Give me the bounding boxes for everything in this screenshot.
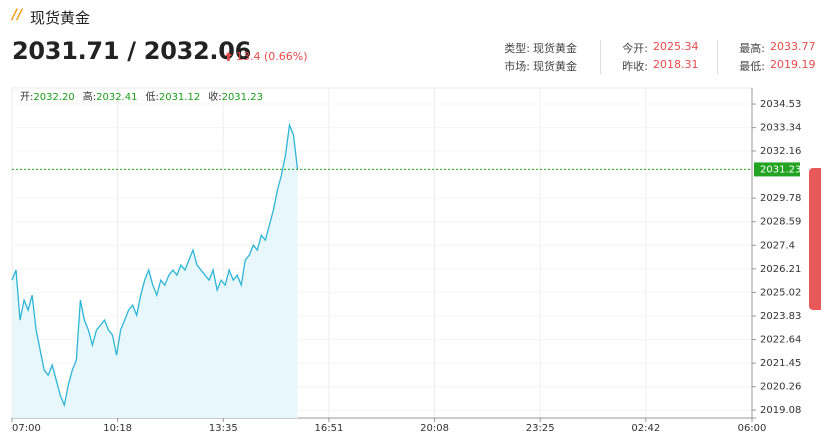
y-tick-label: 2027.4: [760, 240, 795, 251]
price: 2031.71 / 2032.06: [12, 37, 252, 65]
last-price-box: [754, 162, 800, 177]
separator: [600, 40, 601, 74]
ohlc-label: 低:: [145, 90, 158, 103]
ohlc-value: 2032.41: [96, 92, 137, 103]
info-value: 2025.34: [653, 40, 699, 53]
x-tick-label: 13:35: [209, 423, 238, 434]
last-price-label: 2031.23: [760, 164, 801, 175]
ohlc-label: 开:: [20, 92, 33, 103]
y-tick-label: 2020.26: [760, 382, 801, 393]
info-label: 类型:: [504, 42, 530, 55]
area-fill: [12, 125, 298, 418]
y-tick-label: 2032.16: [760, 146, 801, 157]
price-line: [11, 122, 299, 408]
ohlc-value: 2031.12: [159, 92, 200, 103]
info-label: 今开:: [622, 42, 648, 55]
title: 现货黄金: [30, 9, 91, 27]
y-tick-label: 2033.34: [760, 123, 801, 134]
x-tick-label: 20:08: [420, 423, 449, 434]
x-tick-label: 06:00: [738, 423, 767, 434]
info-value: 现货黄金: [533, 42, 577, 55]
info-label: 市场:: [504, 60, 530, 73]
ohlc-label: 收:: [208, 90, 221, 103]
y-tick-label: 2019.08: [760, 405, 801, 416]
x-tick-label: 02:42: [631, 423, 660, 434]
x-tick-label: 07:00: [12, 423, 41, 434]
side-tab[interactable]: [809, 168, 821, 310]
y-tick-label: 2034.53: [760, 99, 801, 110]
up-arrow: [225, 52, 232, 61]
y-tick-label: 2029.78: [760, 193, 801, 204]
info-value: 2018.31: [653, 58, 699, 71]
info-label: 昨收:: [622, 60, 648, 73]
ohlc-value: 2031.23: [222, 92, 263, 103]
y-tick-label: 2023.83: [760, 311, 801, 322]
price-change: 13.4 (0.66%): [236, 50, 308, 63]
ohlc-value: 2032.20: [33, 92, 74, 103]
y-tick-label: 2021.45: [760, 358, 801, 369]
ohlc-label: 高:: [83, 90, 96, 103]
separator: [717, 40, 718, 74]
y-tick-label: 2028.59: [760, 217, 801, 228]
logo-icon: //: [12, 7, 23, 23]
x-tick-label: 10:18: [103, 423, 132, 434]
y-tick-label: 2026.21: [760, 264, 801, 275]
info-value: 2019.19: [770, 58, 816, 71]
x-tick-label: 23:25: [526, 423, 555, 434]
y-tick-label: 2025.02: [760, 287, 801, 298]
info-value: 现货黄金: [533, 60, 577, 73]
y-tick-label: 2022.64: [760, 335, 801, 346]
x-tick-label: 16:51: [314, 423, 343, 434]
info-value: 2033.77: [770, 40, 816, 53]
info-label: 最高:: [739, 42, 765, 55]
info-label: 最低:: [739, 60, 765, 73]
